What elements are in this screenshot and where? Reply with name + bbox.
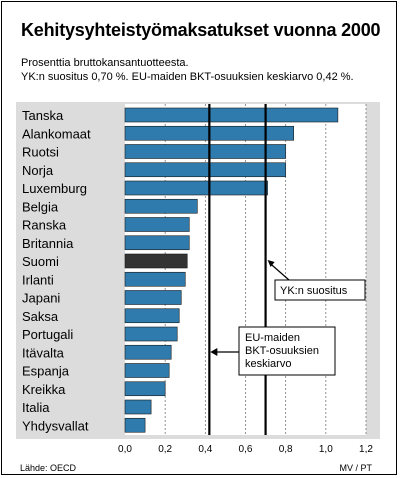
eu-callout-label-line: keskiarvo — [245, 358, 291, 370]
category-label: Kreikka — [22, 382, 66, 397]
category-label: Portugali — [22, 327, 73, 342]
credit-note: MV / PT — [339, 463, 372, 473]
un-callout-arrow-line — [269, 262, 290, 281]
bar-belgia — [124, 198, 198, 214]
un-callout-arrowhead — [267, 260, 275, 267]
bar-saksa — [124, 308, 180, 324]
category-label: Espanja — [22, 364, 70, 379]
category-label: Alankomaat — [22, 126, 91, 141]
bar-norja — [124, 162, 286, 178]
category-label: Saksa — [22, 309, 59, 324]
bar-suomi — [124, 253, 188, 269]
category-label: Ranska — [22, 218, 67, 233]
bar-yhdysvallat — [124, 417, 146, 433]
bar-chart: Tanska Alankomaat Ruotsi Norja Luxemburg Belg… — [16, 102, 380, 455]
bar-irlanti — [124, 271, 186, 287]
x-tick-label: 0,6 — [239, 444, 253, 455]
eu-callout-label-line: EU-maiden — [245, 332, 300, 344]
category-label: Tanska — [22, 108, 64, 123]
x-tick-label: 0,2 — [158, 444, 172, 455]
x-tick-label: 0,0 — [118, 444, 132, 455]
bar-espanja — [124, 363, 170, 378]
chart-subtitle-reference: YK:n suositus 0,70 %. EU-maiden BKT-osuu… — [21, 71, 354, 83]
category-label: Yhdysvallat — [22, 418, 89, 433]
category-label: Ruotsi — [22, 145, 59, 160]
x-tick-label: 1,0 — [319, 444, 333, 455]
un-callout-box — [274, 279, 366, 301]
bar-ruotsi — [124, 144, 286, 159]
eu-callout-arrowhead — [210, 348, 218, 356]
eu-callout-box — [238, 326, 336, 376]
category-label: Belgia — [22, 199, 59, 214]
bar-luxemburg — [124, 180, 268, 196]
bar-kreikka — [124, 381, 166, 397]
x-tick-label: 0,4 — [198, 444, 212, 455]
bar-italia — [124, 399, 152, 415]
category-label: Britannia — [22, 236, 74, 251]
bar-japani — [124, 290, 182, 305]
category-label: Italia — [22, 400, 50, 415]
bar-tanska — [124, 107, 339, 123]
chart-subtitle-units: Prosenttia bruttokansantuotteesta. — [21, 57, 189, 69]
bar-itävalta — [124, 344, 172, 360]
x-tick-label: 0,8 — [279, 444, 293, 455]
eu-callout-label-line: BKT-osuuksien — [245, 345, 319, 357]
category-label: Itävalta — [22, 345, 65, 360]
category-label: Norja — [22, 163, 54, 178]
bar-portugali — [124, 326, 178, 342]
un-callout-label: YK:n suositus — [280, 285, 348, 297]
category-label: Suomi — [22, 254, 59, 269]
category-label: Japani — [22, 291, 60, 306]
bar-ranska — [124, 217, 190, 232]
category-label: Luxemburg — [22, 181, 87, 196]
source-note: Lähde: OECD — [20, 463, 77, 473]
chart-title: Kehitysyhteistyömaksatukset vuonna 2000 — [21, 20, 381, 40]
x-tick-label: 1,2 — [359, 444, 373, 455]
category-label: Irlanti — [22, 272, 54, 287]
bar-britannia — [124, 235, 190, 251]
